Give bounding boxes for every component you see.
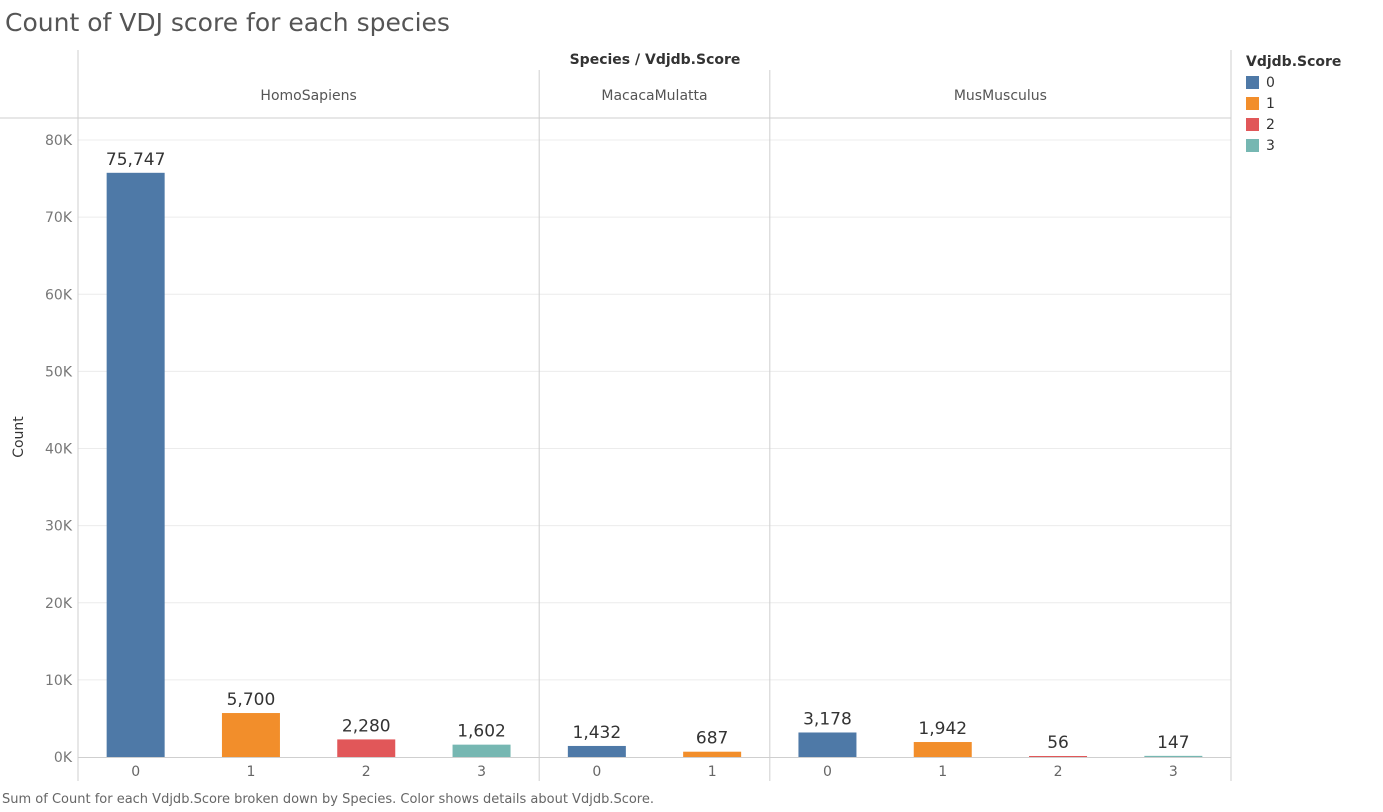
y-tick-label: 50K xyxy=(45,364,73,380)
x-tick-label: 3 xyxy=(1169,764,1178,780)
facet-header-title: Species / Vdjdb.Score xyxy=(569,52,741,68)
data-label: 3,178 xyxy=(803,709,852,729)
bar-homosapiens-0 xyxy=(106,172,165,757)
x-tick-label: 0 xyxy=(131,764,140,780)
x-tick-label: 2 xyxy=(362,764,371,780)
legend-item[interactable]: 1 xyxy=(1246,93,1341,114)
legend-item[interactable]: 0 xyxy=(1246,72,1341,93)
bar-musmusculus-0 xyxy=(798,732,857,757)
x-tick-label: 2 xyxy=(1054,764,1063,780)
y-tick-label: 0K xyxy=(54,750,73,766)
data-label: 147 xyxy=(1157,733,1189,753)
y-tick-label: 40K xyxy=(45,442,73,458)
bar-musmusculus-1 xyxy=(913,742,972,757)
chart-caption: Sum of Count for each Vdjdb.Score broken… xyxy=(2,792,654,807)
data-label: 1,942 xyxy=(918,719,967,739)
bar-homosapiens-1 xyxy=(221,713,280,757)
data-label: 1,432 xyxy=(573,723,622,743)
panel-header-macacamulatta: MacacaMulatta xyxy=(601,88,707,104)
legend-swatch xyxy=(1246,97,1259,110)
legend-item[interactable]: 2 xyxy=(1246,114,1341,135)
y-tick-label: 30K xyxy=(45,519,73,535)
x-tick-label: 1 xyxy=(708,764,717,780)
bar-homosapiens-3 xyxy=(452,744,511,757)
legend-label: 1 xyxy=(1266,95,1275,112)
legend: Vdjdb.Score 0 1 2 3 xyxy=(1246,54,1341,156)
x-tick-label: 3 xyxy=(477,764,486,780)
data-label: 5,700 xyxy=(227,690,276,710)
legend-swatch xyxy=(1246,118,1259,131)
y-tick-label: 10K xyxy=(45,673,73,689)
y-tick-label: 80K xyxy=(45,133,73,149)
x-tick-label: 0 xyxy=(592,764,601,780)
bar-macacamulatta-1 xyxy=(683,751,742,757)
panel-header-homosapiens: HomoSapiens xyxy=(260,88,356,104)
bar-musmusculus-2 xyxy=(1029,756,1088,757)
bar-macacamulatta-0 xyxy=(567,745,626,757)
legend-label: 2 xyxy=(1266,116,1275,133)
legend-label: 0 xyxy=(1266,74,1275,91)
x-tick-label: 0 xyxy=(823,764,832,780)
y-tick-label: 20K xyxy=(45,596,73,612)
data-label: 75,747 xyxy=(106,150,165,170)
data-label: 1,602 xyxy=(457,722,506,742)
data-label: 56 xyxy=(1047,733,1069,753)
data-label: 687 xyxy=(696,729,728,749)
y-tick-label: 60K xyxy=(45,287,73,303)
legend-title: Vdjdb.Score xyxy=(1246,54,1342,70)
panel-header-musmusculus: MusMusculus xyxy=(954,88,1047,104)
legend-swatch xyxy=(1246,139,1259,152)
x-tick-label: 1 xyxy=(938,764,947,780)
y-tick-label: 70K xyxy=(45,210,73,226)
data-label: 2,280 xyxy=(342,716,391,736)
legend-item[interactable]: 3 xyxy=(1246,135,1341,156)
chart-title: Count of VDJ score for each species xyxy=(5,8,450,37)
x-tick-label: 1 xyxy=(246,764,255,780)
y-axis-label: Count xyxy=(11,416,27,458)
bar-homosapiens-2 xyxy=(337,739,396,757)
legend-swatch xyxy=(1246,76,1259,89)
bar-musmusculus-3 xyxy=(1144,755,1203,757)
legend-label: 3 xyxy=(1266,137,1275,154)
